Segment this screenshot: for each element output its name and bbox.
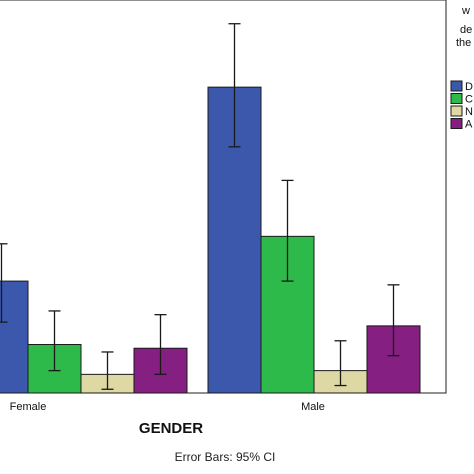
legend-label-d: D — [465, 81, 473, 93]
error-bars-footnote: Error Bars: 95% CI — [175, 450, 276, 464]
bar-group — [0, 23, 421, 394]
legend-label-a: A — [465, 119, 473, 131]
error-bar-female-c — [48, 310, 61, 372]
bar-female-d — [0, 280, 29, 394]
x-tick-label-male: Male — [301, 401, 325, 413]
legend-label-n: N — [465, 106, 473, 118]
legend-swatch-d — [450, 80, 463, 92]
error-bar-female-n — [101, 351, 114, 390]
legend-title-line-2: de — [460, 24, 472, 36]
legend-swatch-a — [450, 118, 463, 129]
error-bar-female-d — [0, 243, 8, 323]
legend-label-c: C — [465, 94, 473, 106]
error-bar-male-d — [228, 23, 241, 148]
error-bar-male-n — [334, 340, 347, 387]
error-bar-female-a — [154, 314, 167, 376]
x-tick-label-female: Female — [10, 401, 47, 413]
error-bar-male-c — [281, 179, 294, 282]
legend-swatch-n — [450, 105, 463, 117]
legend-title-line-1: w — [461, 5, 470, 17]
legend-title-line-3: the — [456, 37, 471, 49]
category-labels: Female Male — [10, 401, 325, 413]
x-axis-title: GENDER — [139, 420, 203, 437]
error-bar-male-a — [387, 284, 400, 357]
legend-swatch-c — [450, 93, 463, 104]
